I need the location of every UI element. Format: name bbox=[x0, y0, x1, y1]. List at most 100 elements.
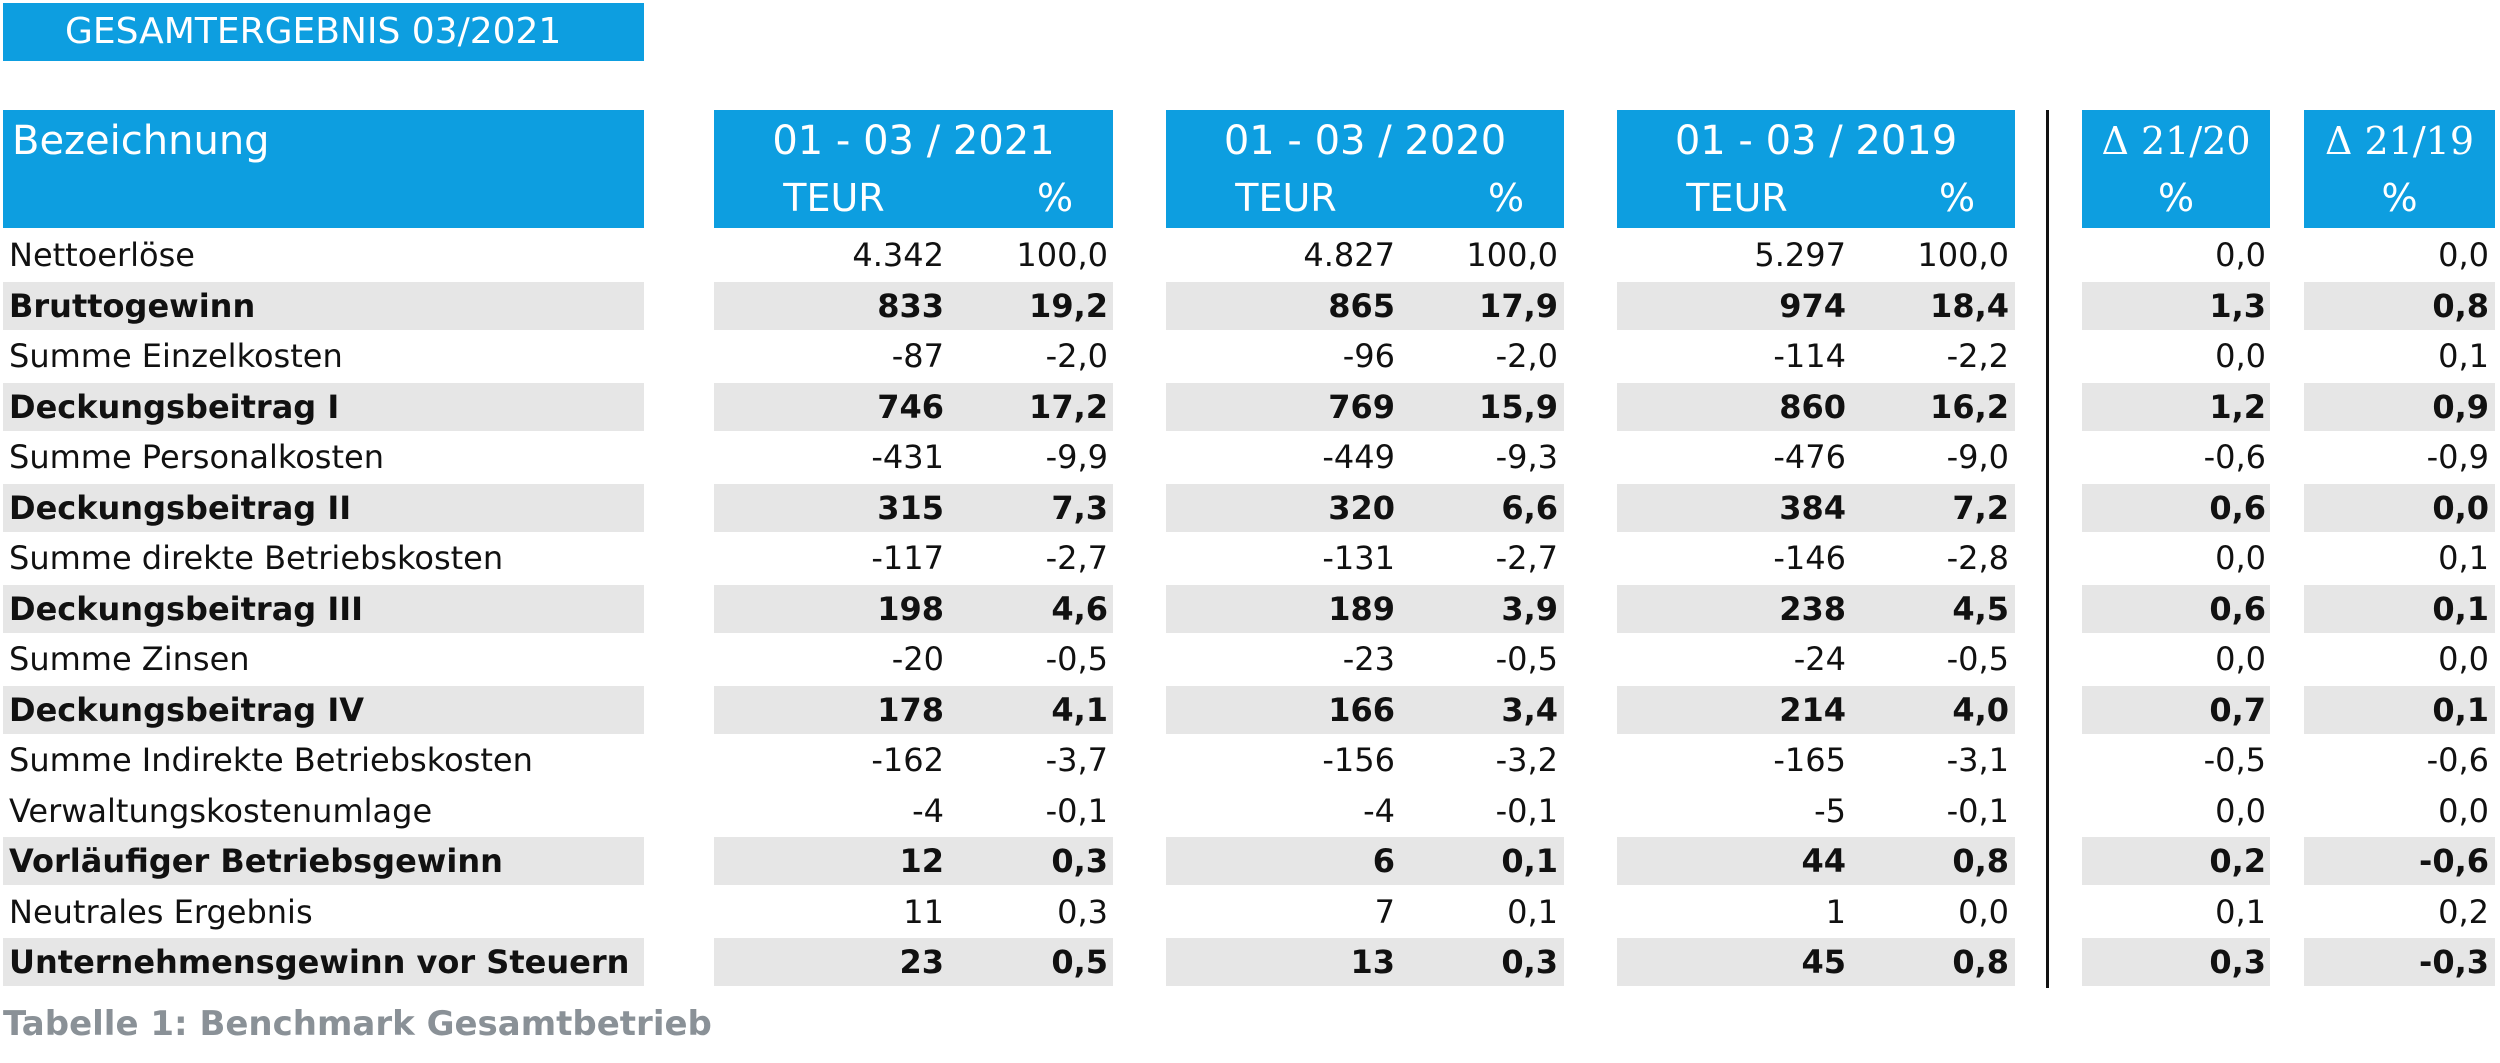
row-shade bbox=[2304, 584, 2495, 633]
unit-label: TEUR bbox=[1686, 176, 1788, 220]
row-shade bbox=[3, 837, 644, 885]
cell-value: 18,4 bbox=[1930, 286, 2009, 325]
cell-value: 0,1 bbox=[1501, 842, 1558, 880]
cell-value: 1,3 bbox=[2209, 286, 2266, 325]
delta-title: Δ 21/19 bbox=[2324, 119, 2475, 163]
row-shade bbox=[3, 938, 644, 986]
cell-value: -5 bbox=[1814, 791, 1846, 830]
row-shade bbox=[1617, 938, 2015, 986]
cell-value: -2,8 bbox=[1946, 539, 2009, 577]
row-label: Deckungsbeitrag II bbox=[9, 488, 352, 527]
row-label: Summe direkte Betriebskosten bbox=[9, 539, 504, 577]
row-label: Summe Einzelkosten bbox=[9, 337, 343, 375]
cell-value: 100,0 bbox=[1016, 236, 1108, 274]
cell-value: 0,1 bbox=[2432, 589, 2489, 628]
cell-value: 0,0 bbox=[2438, 640, 2489, 678]
cell-value: 100,0 bbox=[1466, 236, 1558, 274]
row-label: Bruttogewinn bbox=[9, 286, 256, 325]
cell-value: -9,3 bbox=[1495, 438, 1558, 476]
row-label: Neutrales Ergebnis bbox=[9, 892, 313, 931]
cell-value: 0,6 bbox=[2209, 488, 2266, 527]
cell-value: 6,6 bbox=[1501, 488, 1558, 527]
row-shade bbox=[714, 584, 1113, 633]
unit-label: TEUR bbox=[783, 176, 885, 220]
header-cell bbox=[2082, 110, 2270, 228]
row-shade bbox=[2082, 837, 2270, 885]
cell-value: -96 bbox=[1342, 337, 1395, 375]
cell-value: -0,1 bbox=[1495, 791, 1558, 830]
cell-value: -2,0 bbox=[1495, 337, 1558, 375]
cell-value: 0,0 bbox=[2432, 488, 2489, 527]
cell-value: 5.297 bbox=[1754, 236, 1846, 274]
cell-value: -0,3 bbox=[2419, 943, 2489, 981]
row-shade bbox=[1617, 685, 2015, 734]
cell-value: 4.827 bbox=[1303, 236, 1395, 274]
header-cell bbox=[3, 110, 644, 228]
group-title: 01 - 03 / 2020 bbox=[1223, 118, 1507, 164]
cell-value: 384 bbox=[1779, 488, 1846, 527]
cell-value: -0,5 bbox=[1045, 640, 1108, 678]
unit-label: % bbox=[1036, 176, 1074, 220]
row-shade bbox=[714, 281, 1113, 330]
cell-value: -0,6 bbox=[2419, 842, 2489, 880]
caption: Tabelle 1: Benchmark Gesamtbetrieb bbox=[3, 1004, 712, 1044]
cell-value: 0,1 bbox=[2438, 337, 2489, 375]
cell-value: -2,7 bbox=[1495, 539, 1558, 577]
cell-value: 0,3 bbox=[2209, 943, 2266, 981]
cell-value: -0,5 bbox=[1946, 640, 2009, 678]
cell-value: -449 bbox=[1322, 438, 1395, 476]
cell-value: 1 bbox=[1825, 892, 1846, 931]
cell-value: 214 bbox=[1779, 690, 1846, 729]
row-shade bbox=[2304, 483, 2495, 532]
row-shade bbox=[3, 281, 644, 330]
cell-value: -20 bbox=[891, 640, 944, 678]
row-shade bbox=[3, 382, 644, 431]
cell-value: 0,0 bbox=[2438, 236, 2489, 274]
cell-value: 238 bbox=[1779, 589, 1846, 628]
cell-value: 19,2 bbox=[1029, 286, 1108, 325]
cell-value: -0,5 bbox=[1495, 640, 1558, 678]
row-shade bbox=[3, 483, 644, 532]
cell-value: 0,0 bbox=[1958, 892, 2009, 931]
cell-value: 0,8 bbox=[2432, 286, 2489, 325]
cell-value: 12 bbox=[899, 842, 944, 880]
row-shade bbox=[1617, 382, 2015, 431]
cell-value: -4 bbox=[912, 791, 944, 830]
cell-value: -4 bbox=[1363, 791, 1395, 830]
cell-value: 0,0 bbox=[2215, 539, 2266, 577]
row-shade bbox=[714, 382, 1113, 431]
row-label: Deckungsbeitrag III bbox=[9, 589, 364, 628]
cell-value: 3,4 bbox=[1501, 690, 1558, 729]
row-shade bbox=[1617, 281, 2015, 330]
cell-value: 0,2 bbox=[2209, 842, 2266, 880]
cell-value: -24 bbox=[1793, 640, 1846, 678]
cell-value: 7,2 bbox=[1952, 488, 2009, 527]
cell-value: 0,2 bbox=[2438, 892, 2489, 931]
cell-value: 0,0 bbox=[2215, 640, 2266, 678]
cell-value: -87 bbox=[891, 337, 944, 375]
row-shade bbox=[1617, 584, 2015, 633]
cell-value: 0,1 bbox=[2215, 892, 2266, 931]
group-title: 01 - 03 / 2019 bbox=[1674, 118, 1958, 164]
unit-label: TEUR bbox=[1235, 176, 1337, 220]
row-label: Nettoerlöse bbox=[9, 236, 195, 274]
row-shade bbox=[2304, 938, 2495, 986]
row-shade bbox=[1166, 584, 1564, 633]
cell-value: 0,8 bbox=[1952, 943, 2009, 981]
cell-value: -162 bbox=[871, 741, 944, 779]
row-shade bbox=[1166, 938, 1564, 986]
cell-value: 45 bbox=[1801, 943, 1846, 981]
row-shade bbox=[2304, 837, 2495, 885]
cell-value: -0,1 bbox=[1045, 791, 1108, 830]
row-label: Summe Zinsen bbox=[9, 640, 250, 678]
cell-value: 769 bbox=[1328, 387, 1395, 426]
row-shade bbox=[3, 685, 644, 734]
row-label: Vorläufiger Betriebsgewinn bbox=[9, 842, 503, 880]
row-shade bbox=[2082, 584, 2270, 633]
row-shade bbox=[1166, 685, 1564, 734]
delta-unit: % bbox=[2157, 176, 2195, 220]
cell-value: 0,0 bbox=[2438, 791, 2489, 830]
cell-value: -146 bbox=[1773, 539, 1846, 577]
cell-value: 0,1 bbox=[1507, 892, 1558, 931]
cell-value: 4,0 bbox=[1952, 690, 2009, 729]
